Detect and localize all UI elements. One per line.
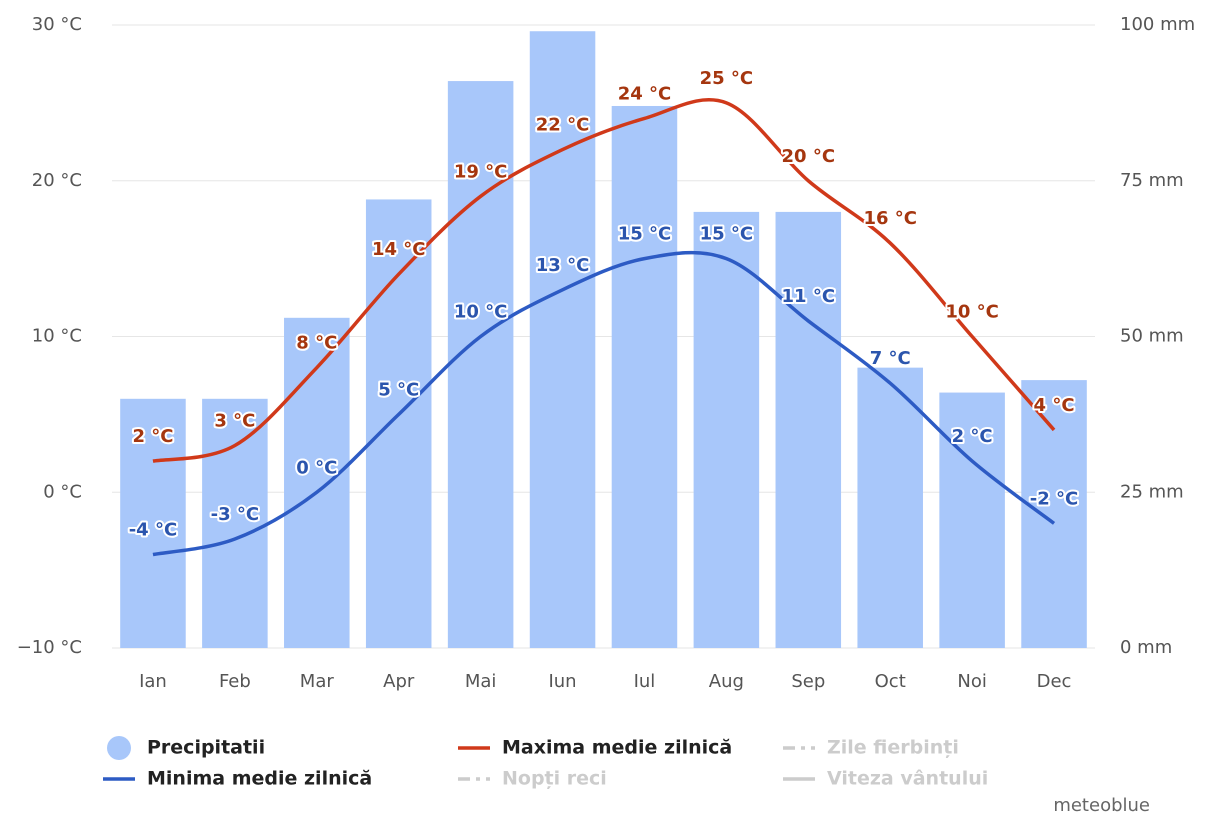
data-label: 14 °C bbox=[372, 239, 426, 260]
y-tick-label: 0 °C bbox=[43, 481, 82, 502]
bar bbox=[693, 211, 760, 648]
bar bbox=[284, 317, 350, 648]
data-label: 3 °C bbox=[214, 411, 255, 432]
data-label: 2 °C bbox=[132, 426, 173, 447]
y-tick-label: 10 °C bbox=[32, 326, 82, 347]
data-label: 5 °C bbox=[378, 379, 419, 400]
data-label: 22 °C bbox=[536, 115, 590, 136]
y2-tick-label: 50 mm bbox=[1120, 326, 1184, 347]
y-tick-label: −10 °C bbox=[17, 637, 82, 658]
x-tick-label: Aug bbox=[709, 671, 744, 692]
y2-tick-label: 100 mm bbox=[1120, 14, 1195, 35]
data-label: -3 °C bbox=[211, 504, 259, 525]
data-label: 19 °C bbox=[454, 161, 508, 182]
bar bbox=[120, 398, 186, 648]
bar bbox=[365, 199, 432, 648]
legend-label: Maxima medie zilnică bbox=[502, 737, 732, 759]
y-tick-label: 30 °C bbox=[32, 14, 82, 35]
data-label: 10 °C bbox=[454, 302, 508, 323]
data-label: 16 °C bbox=[863, 208, 917, 229]
data-label: 15 °C bbox=[700, 224, 754, 245]
data-label: 0 °C bbox=[296, 457, 337, 478]
data-label: 2 °C bbox=[952, 426, 993, 447]
data-label: 13 °C bbox=[536, 255, 590, 276]
x-tick-label: Iun bbox=[548, 671, 576, 692]
x-tick-label: Mar bbox=[300, 671, 335, 692]
line bbox=[152, 250, 1056, 557]
bar bbox=[447, 81, 514, 648]
x-tick-label: Feb bbox=[219, 671, 251, 692]
y2-tick-label: 75 mm bbox=[1120, 170, 1184, 191]
x-tick-label: Apr bbox=[383, 671, 415, 692]
legend-label: Precipitatii bbox=[147, 737, 265, 759]
line bbox=[152, 98, 1056, 463]
data-label: -2 °C bbox=[1030, 488, 1078, 509]
x-tick-label: Mai bbox=[465, 671, 497, 692]
bar bbox=[529, 31, 596, 649]
x-tick-label: Sep bbox=[791, 671, 825, 692]
legend-symbol bbox=[107, 736, 131, 760]
bar bbox=[939, 392, 1005, 648]
x-tick-label: Oct bbox=[875, 671, 906, 692]
legend-label: Viteza vântului bbox=[827, 768, 988, 790]
bar bbox=[611, 105, 678, 649]
data-label: 4 °C bbox=[1034, 395, 1075, 416]
data-label: 7 °C bbox=[870, 348, 911, 369]
bar bbox=[775, 211, 842, 648]
data-label: 25 °C bbox=[700, 68, 754, 89]
legend-label: Minima medie zilnică bbox=[147, 768, 372, 790]
bar bbox=[857, 367, 923, 648]
y2-tick-label: 25 mm bbox=[1120, 481, 1184, 502]
data-label: 20 °C bbox=[782, 146, 836, 167]
y-tick-label: 20 °C bbox=[32, 170, 82, 191]
data-label: 10 °C bbox=[945, 302, 999, 323]
legend-label: Zile fierbinți bbox=[827, 737, 959, 759]
legend-label: Nopți reci bbox=[502, 768, 607, 790]
data-label: 11 °C bbox=[782, 286, 836, 307]
credit: meteoblue bbox=[1053, 795, 1150, 816]
x-tick-label: Noi bbox=[957, 671, 986, 692]
x-tick-label: Iul bbox=[634, 671, 656, 692]
y2-tick-label: 0 mm bbox=[1120, 637, 1172, 658]
data-label: 15 °C bbox=[618, 224, 672, 245]
x-tick-label: Ian bbox=[139, 671, 167, 692]
x-tick-label: Dec bbox=[1037, 671, 1072, 692]
data-label: 8 °C bbox=[296, 333, 337, 354]
bar bbox=[202, 398, 268, 648]
bar bbox=[1021, 380, 1087, 648]
data-label: -4 °C bbox=[129, 520, 177, 541]
data-label: 24 °C bbox=[618, 83, 672, 104]
